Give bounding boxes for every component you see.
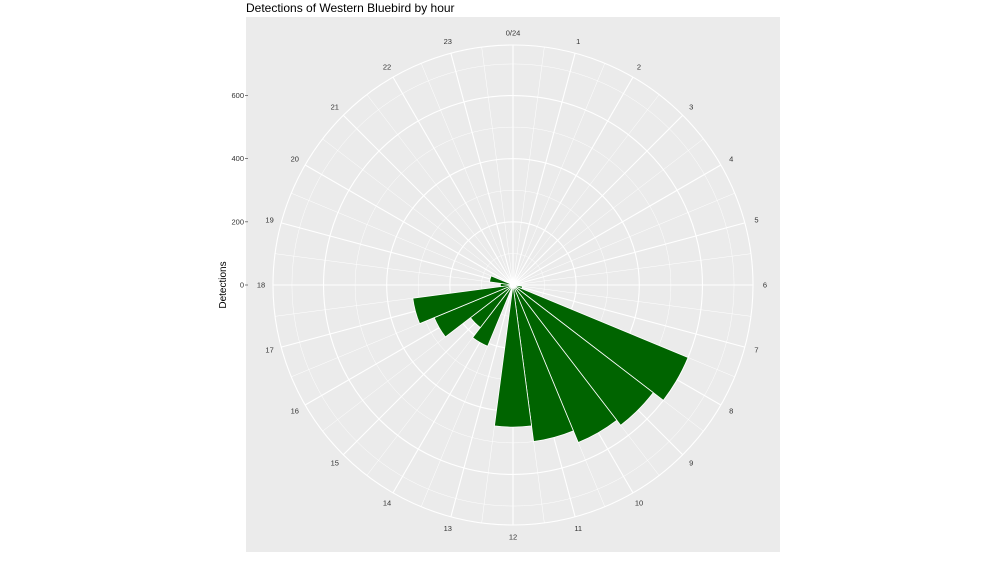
hour-label: 10 [635,499,643,508]
radial-tick-label: 200 [231,217,244,226]
grid-spoke [342,114,514,286]
hour-label: 14 [383,499,391,508]
hour-label: 19 [265,215,273,224]
hour-label: 17 [265,346,273,355]
radial-tick-label: 600 [231,91,244,100]
grid-spoke [512,114,684,286]
bar-hour-11 [512,284,574,442]
grid-spoke-minor [420,63,514,286]
grid-spoke-minor [275,253,514,286]
hour-label: 4 [729,155,733,164]
grid-spoke [512,76,634,286]
bar-hour-14 [472,284,514,347]
hour-label: 20 [291,155,299,164]
bar-hour-9 [512,284,654,426]
hour-label: 9 [689,459,693,468]
grid-spoke [450,53,514,286]
radial-tick-layer: 0 200 400 600 [231,91,248,290]
grid-spoke-minor [512,94,660,286]
bar-hour-8 [512,284,689,401]
hour-label: 18 [257,281,265,290]
grid-spoke [450,284,514,517]
hour-label: 6 [763,281,767,290]
grid-spoke-minor [291,192,514,286]
grid-spoke-minor [512,47,545,286]
hour-label: 21 [331,102,339,111]
hour-label: 0/24 [506,29,521,38]
grid-spoke [304,164,514,286]
bar-hour-17 [412,284,514,325]
grid-spoke-minor [512,284,751,317]
hour-label: 11 [574,524,582,533]
hour-label: 1 [576,37,580,46]
grid-spoke-minor [512,63,606,286]
y-axis-title: Detections [218,261,229,308]
grid-spoke-minor [512,192,735,286]
bar-hour-10 [512,284,618,444]
bar-hour-12 [494,284,532,428]
grid-spoke-minor [512,138,704,286]
chart-title: Detections of Western Bluebird by hour [246,1,455,15]
hour-label: 13 [444,524,452,533]
hour-label: 12 [509,533,517,542]
hour-label: 22 [383,62,391,71]
bar-hour-19 [489,275,514,286]
grid-spoke [281,222,514,286]
radial-tick-label: 0 [240,281,244,290]
hour-label: 23 [444,37,452,46]
hour-label: 7 [754,346,758,355]
hour-label: 16 [291,407,299,416]
grid-spoke [392,76,514,286]
hour-label: 2 [637,62,641,71]
grid-spoke [512,164,722,286]
grid-spoke-minor [512,253,751,286]
grid-spoke [512,284,745,348]
hour-label-layer: 0/24123456789101112131415161718192021222… [257,29,767,542]
hour-label: 5 [754,215,758,224]
radial-tick-label: 400 [231,154,244,163]
grid-spoke-minor [366,94,514,286]
grid-spoke [512,53,576,286]
bar-layer [412,275,689,444]
hour-label: 8 [729,407,733,416]
grid-spoke-minor [481,47,514,286]
grid-spoke [512,222,745,286]
hour-label: 15 [331,459,339,468]
hour-label: 3 [689,102,693,111]
grid-spoke-minor [322,138,514,286]
